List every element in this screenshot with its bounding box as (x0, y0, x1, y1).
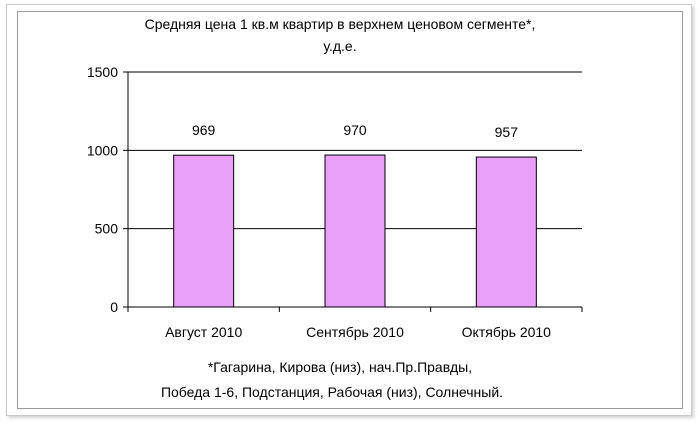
bar (475, 156, 537, 308)
chart-title-line1: Средняя цена 1 кв.м квартир в верхнем це… (145, 16, 536, 32)
y-tick-label: 1000 (87, 142, 118, 158)
y-tick-label: 0 (110, 299, 118, 315)
footnote-line2: Победа 1-6, Подстанция, Рабочая (низ), С… (161, 384, 503, 400)
bar (173, 154, 235, 308)
x-tick-label: Август 2010 (165, 324, 242, 340)
footnote-line1: *Гагарина, Кирова (низ), нач.Пр.Правды, (208, 359, 472, 375)
data-label: 970 (343, 122, 367, 138)
chart-title-line2: у.д.е. (323, 38, 356, 54)
bar (324, 154, 386, 308)
data-label: 957 (495, 124, 519, 140)
x-tick-label: Сентябрь 2010 (306, 324, 404, 340)
x-tick-label: Октябрь 2010 (462, 324, 552, 340)
y-tick-label: 500 (95, 221, 119, 237)
data-label: 969 (192, 122, 216, 138)
y-tick-label: 1500 (87, 64, 118, 80)
